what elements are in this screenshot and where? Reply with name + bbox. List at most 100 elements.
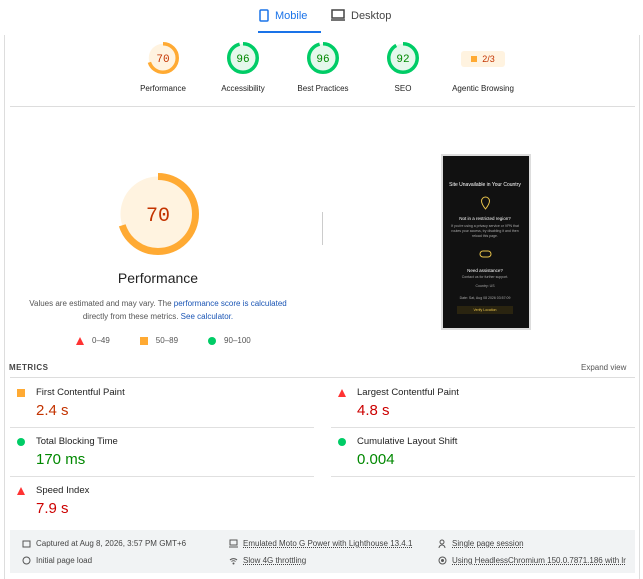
frame-left (4, 35, 5, 579)
metric-label: Largest Contentful Paint (357, 387, 459, 398)
gauge: 96 (307, 42, 339, 74)
note-text: Values are estimated and may vary. The (29, 299, 172, 308)
footer-text[interactable]: Emulated Moto G Power with Lighthouse 13… (243, 539, 413, 548)
footer-text[interactable]: Single page session (452, 539, 524, 548)
shot-pin-icon (480, 196, 491, 210)
main-title: Performance (117, 270, 199, 286)
separator (10, 106, 635, 107)
tab[interactable]: Mobile (259, 9, 307, 22)
shot-gamepad-icon (479, 250, 492, 258)
footer-item[interactable]: Slow 4G throttling (229, 556, 306, 565)
expand-view[interactable]: Expand view (581, 363, 627, 372)
note-link[interactable]: See calculator. (180, 312, 234, 321)
tab-icon (331, 9, 345, 21)
legend-pass-icon (208, 336, 217, 345)
pass-icon (338, 438, 346, 446)
score-label: Best Practices (297, 84, 349, 93)
shot-button: Verify Location (457, 306, 513, 314)
metric-indicator (338, 389, 346, 397)
metric-label: Total Blocking Time (36, 436, 118, 447)
shot-help: Need assistance? (467, 268, 503, 273)
metric-value: 7.9 s (36, 500, 69, 517)
tab-icon (259, 9, 269, 22)
footer-item[interactable]: Emulated Moto G Power with Lighthouse 13… (229, 539, 412, 548)
page-screenshot: Site Unavailable in Your Country Not in … (441, 154, 531, 330)
shot-text: If you're using a privacy service or VPN… (451, 224, 519, 238)
legend-label: 0–49 (92, 336, 110, 345)
tab[interactable]: Desktop (331, 9, 391, 22)
metric-rule (331, 427, 635, 428)
pill-score: 2/3 (482, 54, 495, 64)
frame-right (639, 35, 640, 579)
shot-help-text: Contact us for further support. (461, 275, 509, 279)
note-link[interactable]: performance score is calculated (173, 299, 287, 308)
legend-label: 90–100 (224, 336, 251, 345)
footer: Captured at Aug 8, 2026, 3:57 PM GMT+6 E… (10, 530, 635, 573)
metric-label: Cumulative Layout Shift (357, 436, 458, 447)
shot-title: Site Unavailable in Your Country (449, 182, 521, 188)
gauge-score: 92 (396, 54, 409, 66)
footer-item[interactable]: Using HeadlessChromium 150.0.7871.186 wi… (438, 556, 626, 565)
metrics-rule (10, 377, 635, 378)
footer-item: Initial page load (22, 556, 92, 565)
legend: 0–49 50–89 90–100 (76, 336, 251, 345)
main-note: Values are estimated and may vary. The p… (20, 297, 296, 323)
footer-text: Initial page load (36, 556, 93, 565)
score-pill: 2/3 (461, 51, 505, 67)
gauge-bg (120, 176, 196, 252)
legend-label: 50–89 (155, 336, 179, 345)
metrics-header: METRICS (9, 363, 49, 372)
tab-underline (258, 31, 321, 33)
metric-indicator (17, 438, 25, 446)
metric-rule (331, 476, 635, 477)
gauge: 92 (387, 42, 419, 74)
metric-indicator (17, 487, 25, 495)
footer-item: Captured at Aug 8, 2026, 3:57 PM GMT+6 (22, 539, 186, 548)
footer-item[interactable]: Single page session (438, 539, 524, 548)
fail-icon (338, 389, 346, 397)
legend-fail-icon (76, 336, 84, 345)
score-label: Performance (140, 84, 186, 93)
footer-text[interactable]: Slow 4G throttling (243, 556, 307, 565)
gauge-bg (148, 43, 178, 73)
gauge-arc (227, 42, 259, 74)
gauge-bg (228, 43, 258, 73)
shot-subtitle: Not in a restricted region? (459, 216, 511, 221)
gauge: 70 (147, 42, 179, 74)
fail-icon (17, 487, 25, 495)
metric-value: 170 ms (36, 451, 86, 468)
gauge-arc (117, 173, 199, 255)
footer-text[interactable]: Using HeadlessChromium 150.0.7871.186 wi… (452, 556, 626, 565)
metric-label: Speed Index (36, 485, 90, 496)
footer-text: Captured at Aug 8, 2026, 3:57 PM GMT+6 (36, 539, 187, 548)
average-icon (17, 389, 25, 397)
metric-value: 4.8 s (357, 402, 390, 419)
tab-label: Desktop (351, 9, 392, 22)
gauge-bg (388, 43, 418, 73)
score-label: SEO (394, 84, 412, 93)
gauge-arc (387, 42, 419, 74)
metric-rule (10, 476, 314, 477)
note-text: directly from these metrics. (82, 312, 179, 321)
metric-value: 2.4 s (36, 402, 69, 419)
metric-rule (10, 427, 314, 428)
shot-date: Date: Sat, Aug 08 2026 03:57:09 (459, 296, 511, 300)
metric-value: 0.004 (357, 451, 395, 468)
metric-indicator (338, 438, 346, 446)
gauge-arc (147, 42, 179, 74)
legend-average-icon (139, 336, 148, 345)
gauge-arc (307, 42, 339, 74)
gauge-score: 70 (156, 54, 169, 66)
gauge-score: 70 (146, 205, 170, 228)
score-label: Agentic Browsing (452, 84, 514, 93)
gauge: 96 (227, 42, 259, 74)
score-label: Accessibility (221, 84, 265, 93)
tab-label: Mobile (275, 9, 308, 22)
gauge-score: 96 (316, 54, 329, 66)
pass-icon (17, 438, 25, 446)
gauge-score: 96 (236, 54, 249, 66)
metric-label: First Contentful Paint (36, 387, 125, 398)
metric-indicator (17, 389, 25, 397)
gauge: 70 (117, 173, 199, 255)
